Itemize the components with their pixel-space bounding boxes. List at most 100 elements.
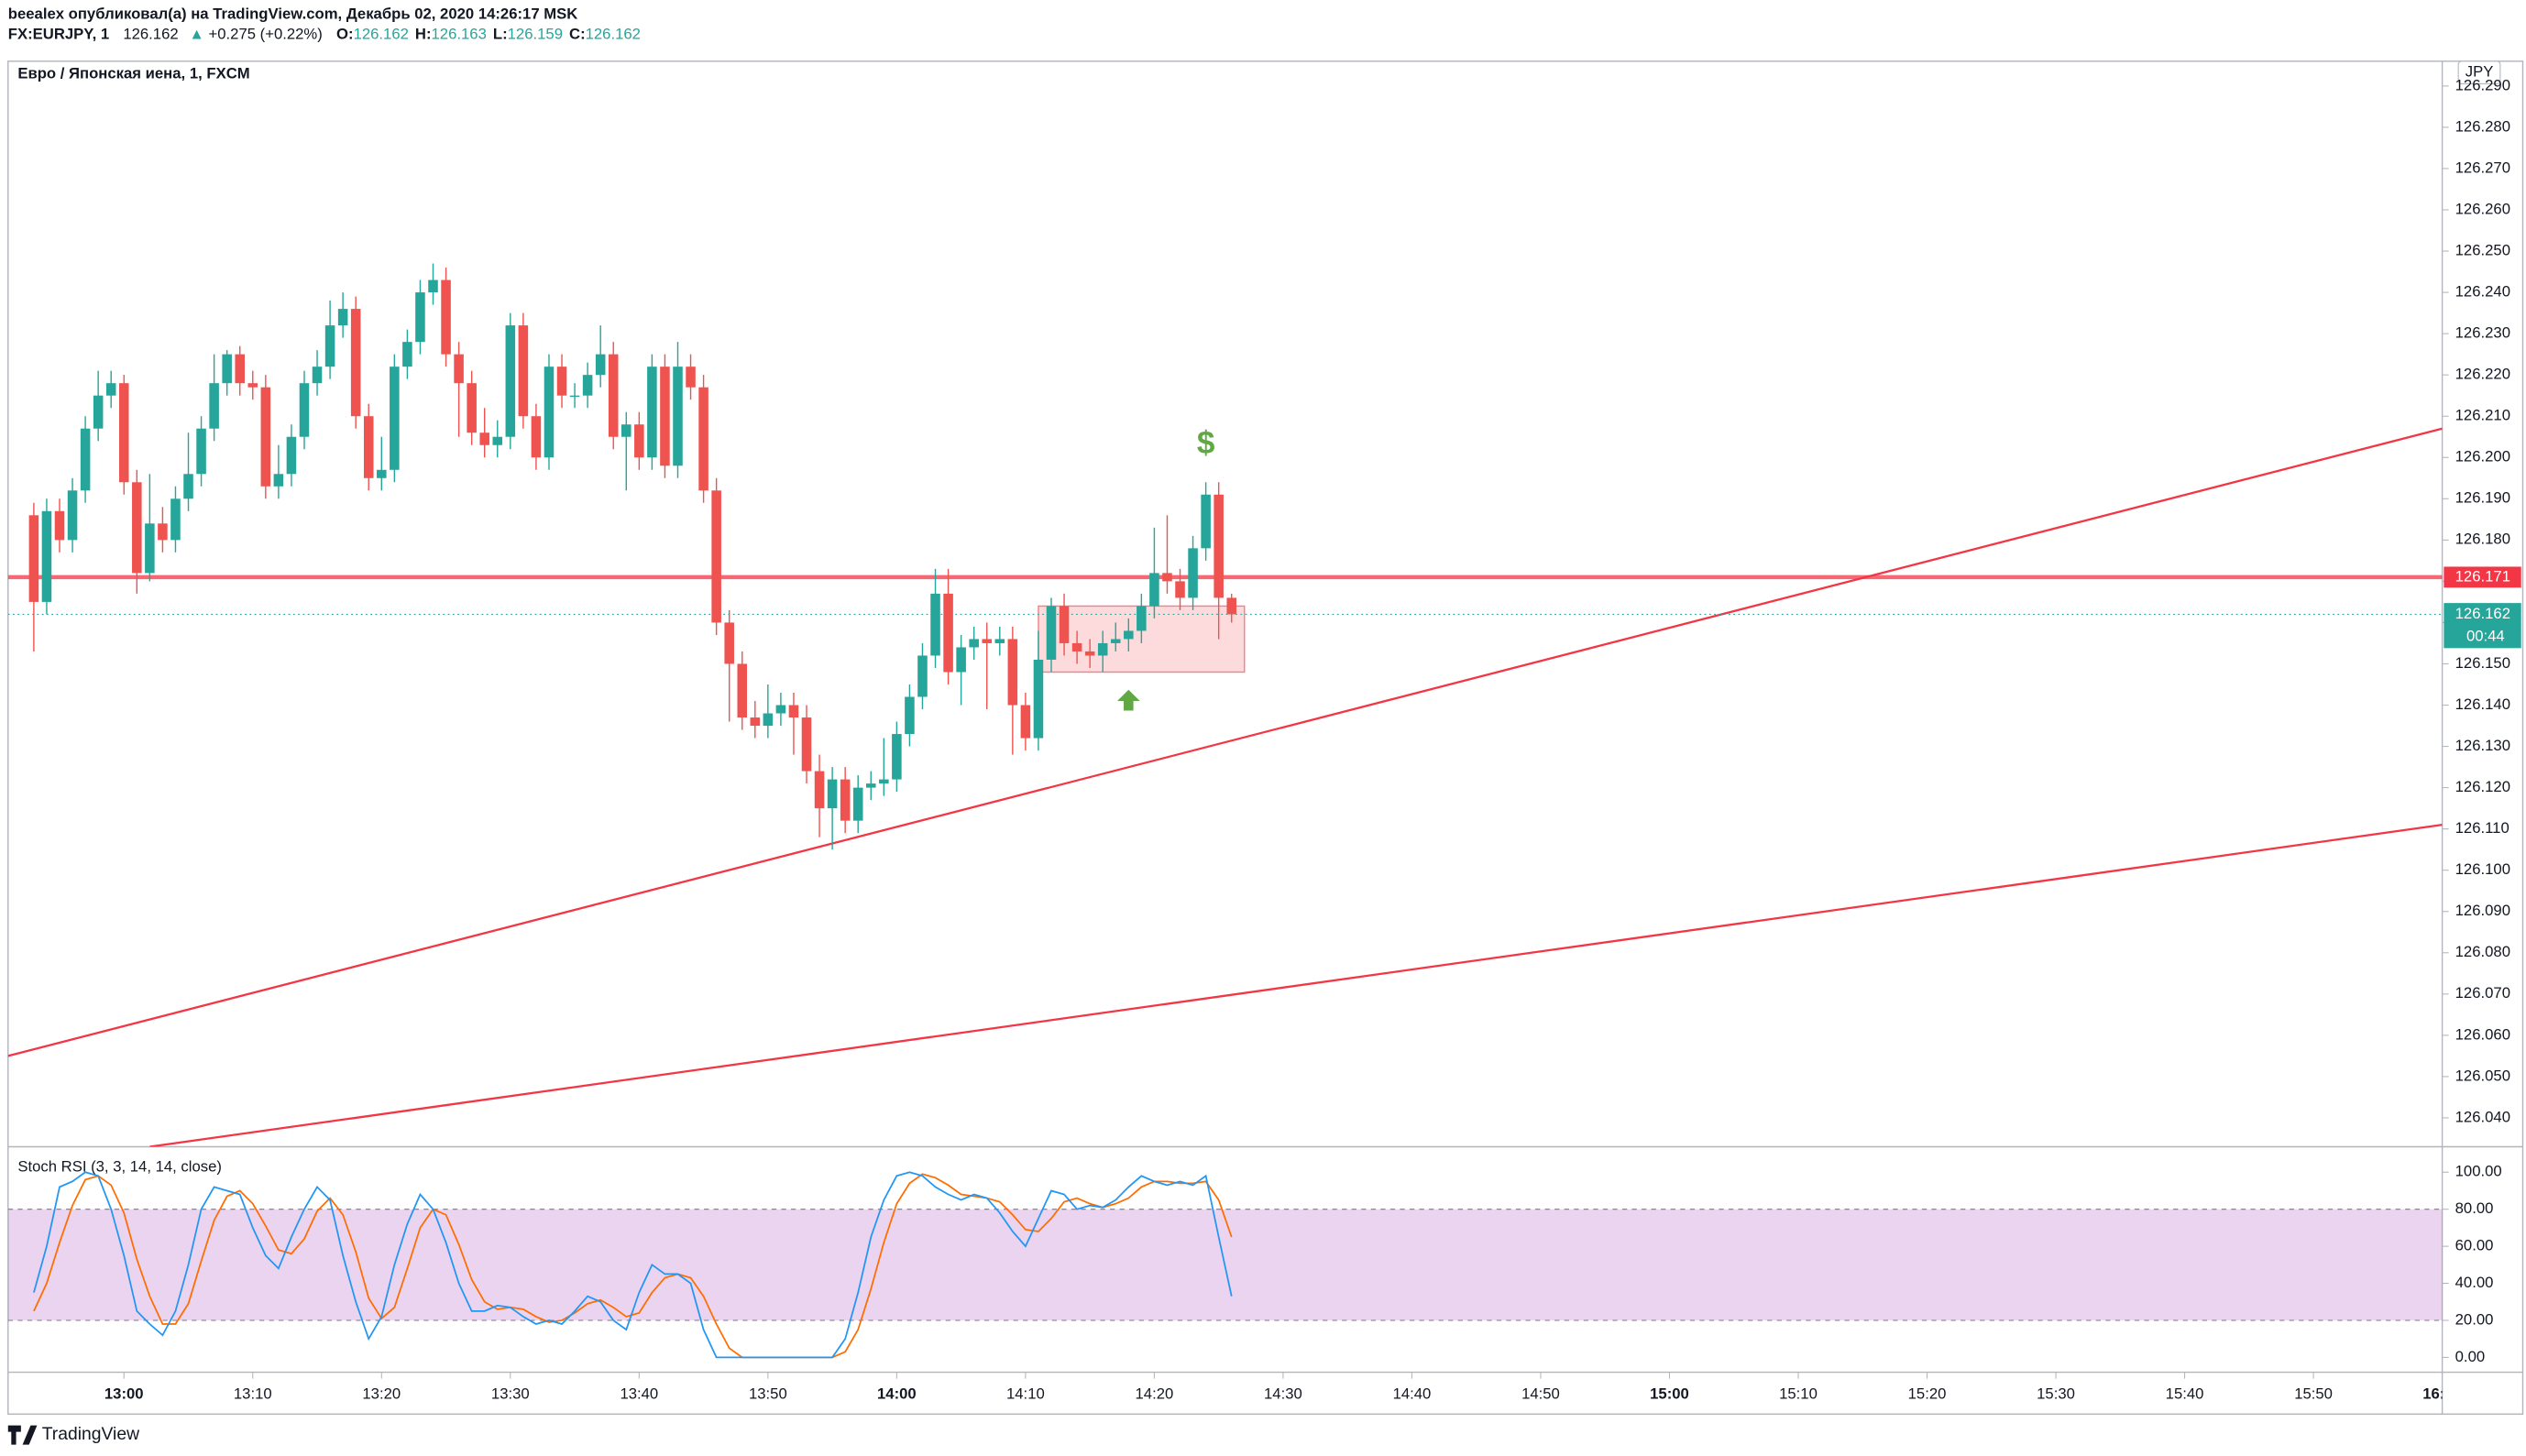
y-tick-label: 126.130 [2455, 737, 2510, 754]
currency-box[interactable] [2457, 60, 2501, 84]
candle-body [865, 783, 876, 788]
x-tick-label: 14:50 [1521, 1385, 1560, 1403]
candle-body [363, 416, 374, 478]
candle-body [145, 523, 155, 574]
candle-body [905, 696, 915, 735]
candle-body [608, 354, 619, 437]
legend-line: FX:EURJPY, 1 126.162 ▲ +0.275 (+0.22%) O… [8, 26, 641, 43]
candle-body [1149, 573, 1159, 607]
y-tick-label: 0.00 [2455, 1348, 2485, 1365]
change: +0.275 (+0.22%) [209, 26, 323, 43]
candle-body [917, 655, 928, 697]
candle-body [724, 622, 734, 664]
y-tick-label: 126.210 [2455, 407, 2510, 424]
last-price-box [2444, 603, 2521, 649]
y-tick-label: 40.00 [2455, 1274, 2494, 1291]
candle-body [556, 367, 567, 396]
candle-body [402, 342, 412, 367]
candle-body [775, 705, 786, 714]
candle-body [479, 432, 489, 445]
x-tick-group: 15:00 [1650, 1372, 1689, 1403]
candle-body [1071, 642, 1082, 651]
x-tick-group: 13:40 [620, 1372, 658, 1403]
candle-body [686, 367, 696, 388]
x-tick-group: 16:00 [2422, 1372, 2462, 1403]
ohlc-value: 126.162 [586, 26, 641, 43]
candle-body [260, 387, 271, 487]
change-arrow: ▲ [189, 26, 204, 43]
candle-body [801, 717, 812, 772]
candle-body [750, 717, 761, 727]
trendline [149, 824, 2443, 1147]
candle-body [930, 593, 940, 656]
y-tick-label: 126.270 [2455, 159, 2510, 176]
countdown: 00:44 [2466, 627, 2505, 644]
candle-body [1188, 548, 1198, 598]
candle-body [132, 482, 142, 574]
x-tick-group: 13:20 [362, 1372, 401, 1403]
x-tick-group: 15:30 [2037, 1372, 2075, 1403]
candle-body [621, 424, 632, 437]
ohlc-label: O: [336, 26, 354, 43]
candle-body [1046, 606, 1057, 660]
x-tick-label: 16:00 [2422, 1385, 2462, 1403]
y-tick-label: 126.140 [2455, 695, 2510, 713]
candle-body [41, 510, 52, 602]
candle-body [467, 383, 477, 433]
candle-body [994, 639, 1005, 643]
candle-body [1137, 606, 1147, 631]
footer: TradingView [42, 1425, 139, 1444]
candle-body [1033, 659, 1044, 739]
candle-body [763, 713, 774, 727]
trendline [7, 427, 2443, 1057]
candle-body [531, 416, 542, 458]
candle-body [492, 436, 503, 445]
candle-body [647, 367, 657, 458]
candle-body [1059, 606, 1070, 643]
x-tick-group: 14:10 [1006, 1372, 1045, 1403]
x-tick-group: 14:50 [1521, 1372, 1560, 1403]
candle-body [337, 309, 348, 326]
candle-body [1175, 581, 1185, 598]
candle-body [673, 367, 683, 466]
candle-body [235, 354, 245, 384]
logo-icon [7, 1425, 38, 1445]
x-tick-group: 14:40 [1393, 1372, 1431, 1403]
candle-body [247, 383, 258, 388]
candle-body [1007, 639, 1018, 706]
candle-body [827, 779, 838, 809]
candle-body [788, 705, 799, 718]
candle-body [183, 474, 193, 499]
candle-body [737, 663, 748, 718]
candle-body [441, 279, 451, 355]
y-tick-label: 126.100 [2455, 860, 2510, 878]
candle-body [982, 639, 993, 643]
y-tick-label: 100.00 [2455, 1163, 2502, 1180]
candle-body [711, 490, 721, 623]
candle-body [544, 367, 555, 458]
candle-body [350, 309, 361, 417]
candle-body [118, 383, 129, 483]
publisher: beealex опубликовал(а) на TradingView.co… [8, 5, 578, 22]
candle-body [698, 387, 708, 491]
y-tick-label: 126.260 [2455, 200, 2510, 217]
y-tick-label: 126.070 [2455, 984, 2510, 1002]
indicator-title: Stoch RSI (3, 3, 14, 14, close) [17, 1158, 222, 1176]
stoch-line [33, 1171, 1233, 1359]
candle-body [852, 787, 863, 821]
x-tick-label: 13:20 [362, 1385, 401, 1403]
candle-body [518, 325, 529, 417]
y-tick-label: 126.080 [2455, 943, 2510, 960]
candle-body [80, 428, 91, 491]
candle-body [1226, 597, 1236, 615]
candle-body [505, 325, 516, 437]
frame [7, 60, 2524, 1415]
candle-body [196, 428, 206, 475]
candle-body [840, 779, 851, 821]
candle-body [286, 436, 297, 475]
y-tick-label: 126.220 [2455, 366, 2510, 383]
level-label: 126.171 [2455, 567, 2510, 585]
candle-body [892, 734, 902, 780]
y-tick-label: 126.150 [2455, 654, 2510, 672]
